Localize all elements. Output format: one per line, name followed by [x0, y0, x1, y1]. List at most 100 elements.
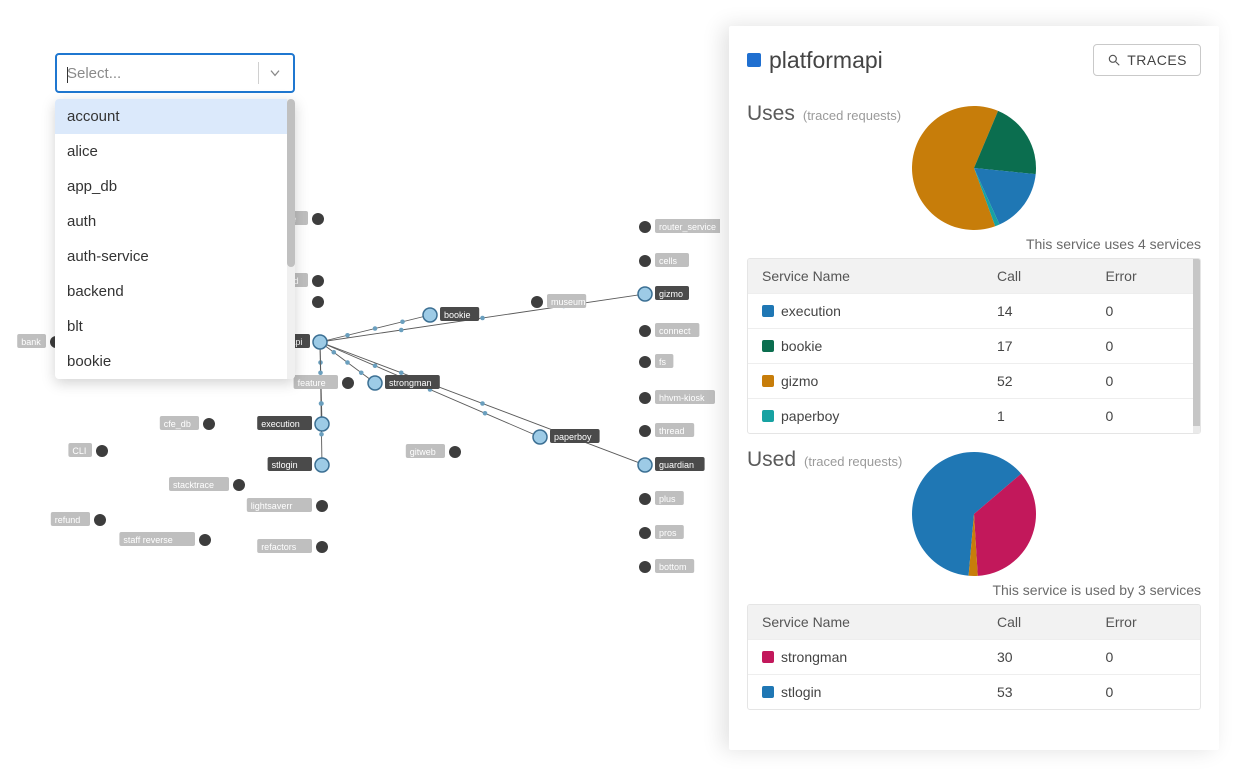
service-color-swatch	[762, 686, 774, 698]
graph-node[interactable]	[639, 221, 651, 233]
graph-node[interactable]	[312, 296, 324, 308]
select-option[interactable]: blt	[55, 309, 295, 344]
node-label: guardian	[659, 460, 694, 470]
edge-midpoint	[331, 350, 336, 355]
edge-midpoint	[373, 326, 378, 331]
select-scrollbar[interactable]	[287, 99, 295, 379]
service-select-menu: accountaliceapp_dbauthauth-servicebacken…	[55, 99, 295, 379]
error-cell: 0	[1092, 399, 1201, 433]
select-option[interactable]: app_db	[55, 169, 295, 204]
error-cell: 0	[1092, 294, 1201, 328]
select-option[interactable]: alice	[55, 134, 295, 169]
edge-midpoint	[399, 370, 404, 375]
graph-node[interactable]	[315, 417, 329, 431]
used-pie-wrap: This service is used by 3 services	[747, 452, 1201, 604]
graph-node[interactable]	[638, 287, 652, 301]
graph-node[interactable]	[639, 561, 651, 573]
table-row[interactable]: bookie170	[748, 328, 1200, 363]
uses-table-scrollbar[interactable]	[1193, 259, 1200, 433]
node-label: bookie	[444, 310, 471, 320]
col-service-name: Service Name	[748, 605, 983, 639]
graph-node[interactable]	[639, 255, 651, 267]
service-name-title: platformapi	[769, 47, 1093, 74]
select-option[interactable]: backend	[55, 274, 295, 309]
graph-node[interactable]	[449, 446, 461, 458]
graph-node[interactable]	[533, 430, 547, 444]
graph-node-selected[interactable]	[313, 335, 327, 349]
graph-node[interactable]	[639, 527, 651, 539]
call-cell: 53	[983, 675, 1092, 709]
graph-node[interactable]	[639, 392, 651, 404]
table-row[interactable]: execution 140	[748, 293, 1200, 328]
node-label: refund	[55, 515, 81, 525]
select-option[interactable]: account	[55, 99, 295, 134]
used-count-text: This service is used by 3 services	[747, 582, 1201, 598]
graph-node[interactable]	[315, 458, 329, 472]
graph-node[interactable]	[639, 356, 651, 368]
node-label: router_service	[659, 222, 716, 232]
service-name-cell: execution	[781, 303, 841, 319]
edge-midpoint	[480, 316, 485, 321]
table-row[interactable]: stlogin530	[748, 674, 1200, 709]
node-label: museum	[551, 297, 586, 307]
uses-title: Uses	[747, 102, 795, 126]
service-color-swatch	[762, 375, 774, 387]
call-cell: 1	[983, 399, 1092, 433]
graph-node[interactable]	[199, 534, 211, 546]
graph-node[interactable]	[203, 418, 215, 430]
graph-node[interactable]	[368, 376, 382, 390]
node-label: pros	[659, 528, 677, 538]
graph-node[interactable]	[233, 479, 245, 491]
node-label: thread	[659, 426, 685, 436]
graph-node[interactable]	[531, 296, 543, 308]
table-row[interactable]: strongman300	[748, 639, 1200, 674]
service-color-swatch	[747, 53, 761, 67]
node-label: staff reverse	[123, 535, 172, 545]
service-name-cell: gizmo	[781, 373, 818, 389]
node-label: bank	[21, 337, 41, 347]
uses-count-text: This service uses 4 services	[747, 236, 1201, 252]
col-service-name: Service Name	[748, 259, 983, 293]
call-cell: 14	[983, 294, 1092, 328]
service-color-swatch	[762, 340, 774, 352]
graph-node[interactable]	[639, 325, 651, 337]
service-name-cell: strongman	[781, 649, 847, 665]
table-row[interactable]: paperboy10	[748, 398, 1200, 433]
node-label: execution	[261, 419, 300, 429]
used-table: Service Name Call Error strongman300stlo…	[747, 604, 1201, 710]
graph-node[interactable]	[96, 445, 108, 457]
node-label: strongman	[389, 378, 432, 388]
graph-node[interactable]	[316, 500, 328, 512]
graph-node[interactable]	[94, 514, 106, 526]
graph-node[interactable]	[342, 377, 354, 389]
service-select-control[interactable]: Select...	[55, 53, 295, 93]
node-label: bottom	[659, 562, 687, 572]
node-label: gitweb	[410, 447, 436, 457]
graph-node[interactable]	[639, 425, 651, 437]
col-call: Call	[983, 259, 1092, 293]
col-error: Error	[1092, 259, 1201, 293]
node-label: refactors	[261, 542, 297, 552]
edge-midpoint	[319, 432, 324, 437]
select-option[interactable]: auth	[55, 204, 295, 239]
graph-node[interactable]	[423, 308, 437, 322]
graph-node[interactable]	[638, 458, 652, 472]
call-cell: 17	[983, 329, 1092, 363]
graph-node[interactable]	[639, 493, 651, 505]
call-cell: 52	[983, 364, 1092, 398]
node-label: hhvm-kiosk	[659, 393, 705, 403]
select-option[interactable]: bookie	[55, 344, 295, 379]
service-name-cell: bookie	[781, 338, 822, 354]
graph-node[interactable]	[316, 541, 328, 553]
table-row[interactable]: gizmo520	[748, 363, 1200, 398]
traces-button[interactable]: TRACES	[1093, 44, 1201, 76]
graph-node[interactable]	[312, 213, 324, 225]
edge-midpoint	[359, 370, 364, 375]
service-detail-panel: platformapi TRACES Uses (traced requests…	[729, 26, 1219, 750]
uses-pie-wrap: This service uses 4 services	[747, 106, 1201, 258]
graph-node[interactable]	[312, 275, 324, 287]
col-error: Error	[1092, 605, 1201, 639]
select-option[interactable]: auth-service	[55, 239, 295, 274]
panel-header: platformapi TRACES	[747, 44, 1201, 76]
chevron-down-icon[interactable]	[267, 65, 283, 81]
